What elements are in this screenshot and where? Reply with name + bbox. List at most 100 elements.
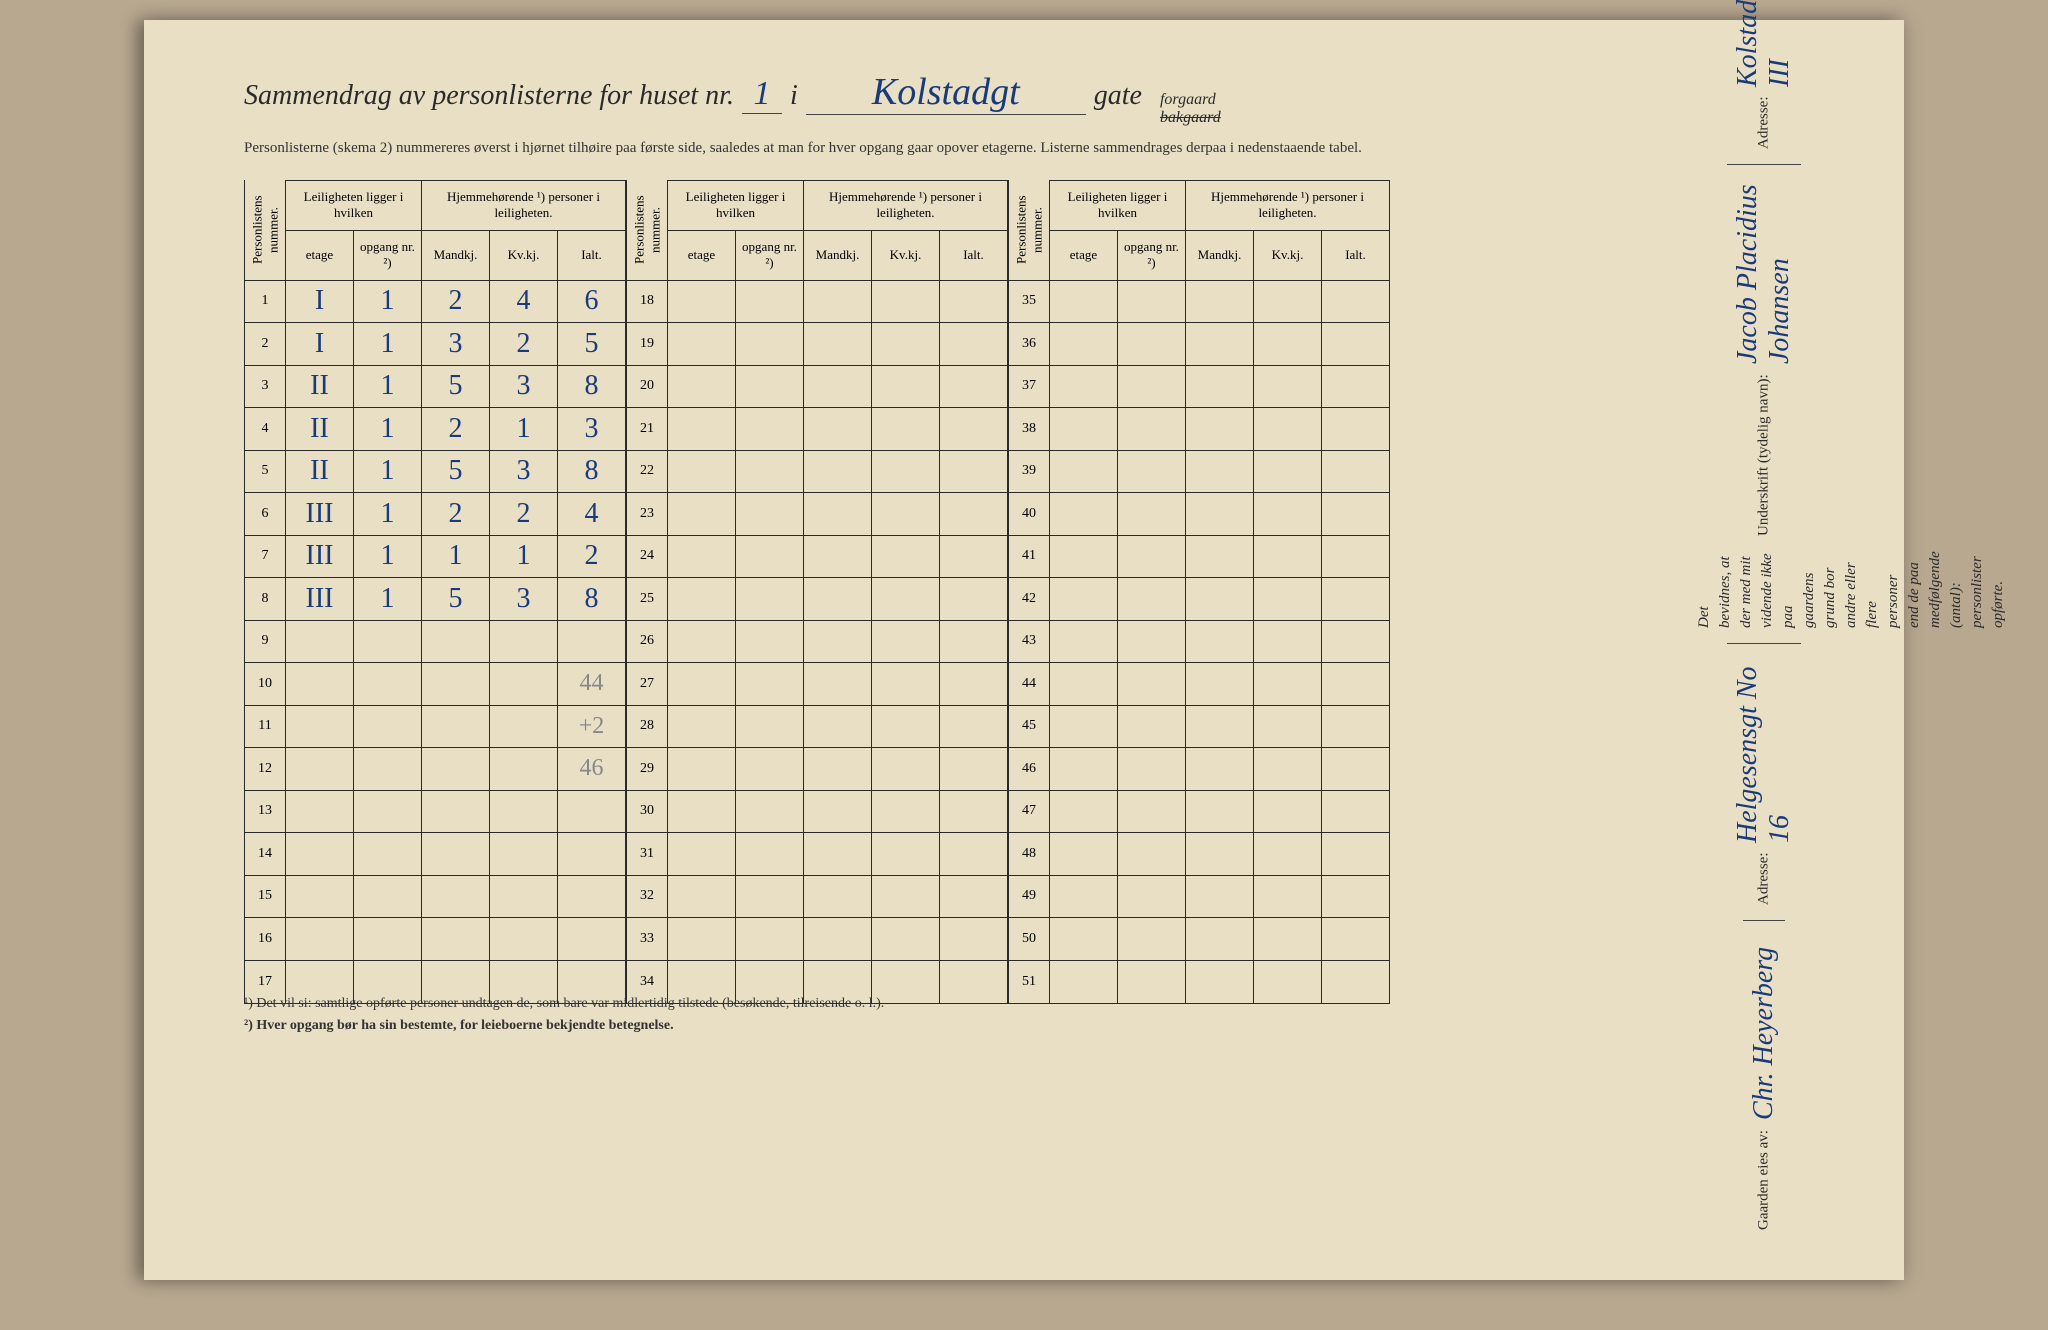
cell-etage bbox=[668, 535, 736, 578]
cell-opgang bbox=[354, 918, 422, 961]
tables-wrap: Personlistens nummer. Leiligheten ligger… bbox=[244, 180, 1664, 978]
cell-mandkj: 1 bbox=[422, 535, 490, 578]
cell-ialt bbox=[940, 790, 1008, 833]
row-number: 39 bbox=[1009, 450, 1050, 493]
row-number: 24 bbox=[627, 535, 668, 578]
table-row: 19 bbox=[627, 323, 1008, 366]
cell-ialt bbox=[1322, 280, 1390, 323]
row-number: 41 bbox=[1009, 535, 1050, 578]
cell-kvkj bbox=[872, 833, 940, 876]
cell-mandkj bbox=[1186, 450, 1254, 493]
table-row: 8III1538 bbox=[245, 578, 626, 621]
table-row: 23 bbox=[627, 493, 1008, 536]
cell-opgang bbox=[736, 493, 804, 536]
cell-mandkj: 2 bbox=[422, 280, 490, 323]
owner-label: Gaarden eies av: bbox=[1756, 1130, 1773, 1230]
row-number: 36 bbox=[1009, 323, 1050, 366]
cell-ialt bbox=[940, 323, 1008, 366]
cell-mandkj bbox=[1186, 620, 1254, 663]
cell-kvkj bbox=[490, 875, 558, 918]
cell-opgang bbox=[354, 875, 422, 918]
footnote-2: ²) Hver opgang bør ha sin bestemte, for … bbox=[244, 1015, 1664, 1037]
cell-kvkj bbox=[872, 705, 940, 748]
cell-mandkj bbox=[804, 323, 872, 366]
cell-kvkj bbox=[1254, 365, 1322, 408]
cell-etage bbox=[1050, 365, 1118, 408]
cell-etage bbox=[1050, 493, 1118, 536]
col-leiligheten-2: Leiligheten ligger i hvilken bbox=[668, 180, 804, 230]
cell-mandkj bbox=[422, 748, 490, 791]
row-number: 1 bbox=[245, 280, 286, 323]
table-row: 1I1246 bbox=[245, 280, 626, 323]
row-number: 19 bbox=[627, 323, 668, 366]
cell-ialt bbox=[1322, 493, 1390, 536]
row-number: 48 bbox=[1009, 833, 1050, 876]
cell-opgang bbox=[736, 663, 804, 706]
table-row: 9 bbox=[245, 620, 626, 663]
cell-etage: III bbox=[286, 535, 354, 578]
cell-mandkj bbox=[1186, 918, 1254, 961]
cell-opgang bbox=[1118, 663, 1186, 706]
table-row: 24 bbox=[627, 535, 1008, 578]
row-number: 7 bbox=[245, 535, 286, 578]
row-number: 18 bbox=[627, 280, 668, 323]
table-row: 33 bbox=[627, 918, 1008, 961]
cell-etage bbox=[1050, 323, 1118, 366]
owner-line: Gaarden eies av: Chr. Heyerberg bbox=[1694, 920, 1834, 1230]
cell-mandkj bbox=[804, 833, 872, 876]
cell-kvkj bbox=[490, 918, 558, 961]
col-hjemmehorende-2: Hjemmehørende ¹) personer i leiligheten. bbox=[804, 180, 1008, 230]
row-number: 25 bbox=[627, 578, 668, 621]
cell-ialt bbox=[940, 578, 1008, 621]
col-opgang-3: opgang nr. ²) bbox=[1118, 230, 1186, 280]
row-number: 32 bbox=[627, 875, 668, 918]
table-row: 40 bbox=[1009, 493, 1390, 536]
table-row: 27 bbox=[627, 663, 1008, 706]
cell-kvkj bbox=[1254, 705, 1322, 748]
table-row: 50 bbox=[1009, 918, 1390, 961]
cell-mandkj: 2 bbox=[422, 493, 490, 536]
cell-opgang: 1 bbox=[354, 535, 422, 578]
cell-etage bbox=[1050, 875, 1118, 918]
row-number: 51 bbox=[1009, 960, 1050, 1003]
table-row: 18 bbox=[627, 280, 1008, 323]
cell-mandkj bbox=[422, 875, 490, 918]
cell-mandkj bbox=[804, 408, 872, 451]
row-number: 21 bbox=[627, 408, 668, 451]
cell-opgang bbox=[1118, 535, 1186, 578]
cell-opgang bbox=[1118, 323, 1186, 366]
col-etage-3: etage bbox=[1050, 230, 1118, 280]
cell-opgang bbox=[1118, 280, 1186, 323]
cell-etage bbox=[668, 748, 736, 791]
table-row: 46 bbox=[1009, 748, 1390, 791]
row-number: 14 bbox=[245, 833, 286, 876]
cell-mandkj bbox=[422, 918, 490, 961]
cell-etage: III bbox=[286, 578, 354, 621]
subtitle: Personlisterne (skema 2) nummereres øver… bbox=[244, 137, 1664, 160]
col-hjemmehorende-3: Hjemmehørende ¹) personer i leiligheten. bbox=[1186, 180, 1390, 230]
cell-ialt bbox=[558, 918, 626, 961]
table-row: 29 bbox=[627, 748, 1008, 791]
cell-etage bbox=[668, 280, 736, 323]
census-table-3: Personlistens nummer. Leiligheten ligger… bbox=[1008, 180, 1390, 1004]
cell-ialt bbox=[1322, 833, 1390, 876]
cell-kvkj bbox=[872, 748, 940, 791]
cell-mandkj bbox=[804, 620, 872, 663]
table-row: 49 bbox=[1009, 875, 1390, 918]
cell-mandkj bbox=[1186, 790, 1254, 833]
cell-opgang bbox=[1118, 493, 1186, 536]
cell-mandkj bbox=[1186, 365, 1254, 408]
cell-ialt bbox=[940, 748, 1008, 791]
table-row: 30 bbox=[627, 790, 1008, 833]
cell-opgang bbox=[736, 748, 804, 791]
cell-etage bbox=[668, 578, 736, 621]
cell-mandkj bbox=[1186, 578, 1254, 621]
cell-opgang bbox=[1118, 960, 1186, 1003]
cell-etage bbox=[668, 450, 736, 493]
cell-mandkj bbox=[1186, 663, 1254, 706]
cell-kvkj bbox=[1254, 748, 1322, 791]
cell-kvkj bbox=[872, 450, 940, 493]
cell-kvkj: 3 bbox=[490, 450, 558, 493]
col-mandkj-3: Mandkj. bbox=[1186, 230, 1254, 280]
cell-kvkj bbox=[490, 833, 558, 876]
